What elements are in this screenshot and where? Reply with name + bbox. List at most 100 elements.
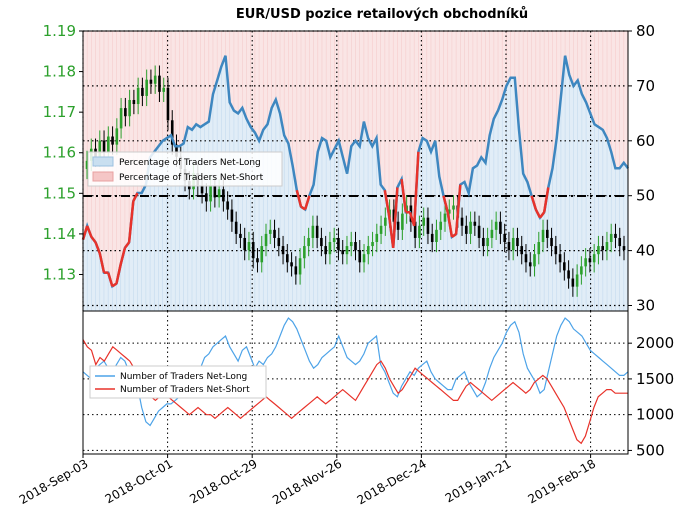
candle-body	[354, 242, 357, 251]
candle-body	[307, 237, 310, 247]
candle	[247, 231, 251, 261]
candle	[588, 248, 592, 273]
candle	[119, 97, 123, 139]
candle	[324, 235, 327, 265]
candle-body	[545, 229, 549, 238]
candle	[354, 231, 357, 261]
candle	[132, 89, 136, 115]
candle	[597, 235, 600, 265]
candle-body	[102, 140, 106, 153]
candle	[273, 219, 276, 249]
candle-body	[141, 87, 144, 96]
candle	[541, 219, 545, 253]
candle-body	[230, 209, 234, 222]
date-axis: 2018-Sep-03 2018-Oct-01 2018-Oct-29 2018-No…	[17, 454, 598, 507]
candle	[162, 77, 166, 103]
candle-body	[320, 237, 323, 247]
count-tick-label: 500	[636, 441, 665, 459]
candle	[580, 256, 583, 285]
candle	[256, 248, 259, 273]
top-legend: Percentage of Traders Net-Long Percentag…	[87, 151, 283, 187]
candle-body	[277, 237, 281, 247]
date-tick-label: 2019-Jan-21	[443, 456, 514, 505]
candle-body	[592, 254, 596, 263]
candle	[239, 223, 242, 249]
candle-body	[379, 225, 383, 234]
candle	[486, 227, 489, 257]
candle	[511, 227, 515, 261]
candle	[614, 223, 617, 249]
candle	[396, 211, 400, 240]
candle-body	[226, 201, 229, 210]
candle-body	[422, 217, 425, 226]
candle	[422, 207, 425, 236]
candle-body	[605, 242, 609, 251]
candle-body	[85, 160, 89, 169]
price-tick-label: 1.17	[43, 103, 76, 121]
candle-body	[158, 75, 161, 92]
percent-axis: 80 70 60 50 40 30	[628, 22, 655, 315]
candle	[469, 211, 472, 245]
candle-body	[588, 258, 592, 263]
price-axis: 1.19 1.18 1.17 1.16 1.15 1.14 1.13	[43, 22, 83, 283]
net-short-legend-label: Percentage of Traders Net-Short	[119, 173, 264, 183]
candle	[537, 231, 541, 265]
candle-body	[477, 225, 481, 238]
candle	[477, 215, 481, 249]
candle-body	[162, 87, 166, 92]
candle	[418, 215, 421, 249]
candle-body	[580, 266, 583, 275]
candle-body	[486, 237, 489, 247]
candle-body	[435, 229, 438, 243]
candle-body	[550, 237, 553, 247]
candle-body	[452, 205, 455, 210]
percent-tick-label: 70	[636, 77, 655, 95]
trader-count-panel: 2000 1500 1000 500 Number of Traders Net-Lo…	[82, 310, 674, 459]
candle-body	[298, 258, 302, 275]
candle-body	[111, 136, 114, 145]
candle-body	[149, 79, 153, 84]
candle-body	[136, 87, 140, 105]
candle-body	[107, 136, 110, 153]
candle	[286, 244, 289, 273]
price-tick-label: 1.19	[43, 22, 76, 40]
candle-body	[494, 221, 498, 230]
candle-body	[443, 213, 447, 222]
percent-tick-label: 50	[636, 187, 655, 205]
candle	[145, 69, 148, 107]
candle-body	[128, 99, 131, 117]
date-tick-label: 2018-Dec-24	[355, 456, 429, 507]
candle	[337, 227, 340, 261]
candle	[533, 244, 536, 277]
candle-body	[622, 246, 626, 251]
candle-body	[460, 217, 464, 226]
net-long-legend-label: Percentage of Traders Net-Long	[119, 158, 261, 168]
candle	[435, 219, 438, 253]
candle	[482, 227, 485, 257]
candle-body	[243, 237, 246, 251]
candle-body	[558, 254, 562, 263]
candle-body	[247, 242, 251, 251]
candle-body	[520, 246, 524, 255]
count-net-short-line	[82, 339, 628, 445]
candle-body	[332, 237, 336, 243]
net-short-legend-swatch	[92, 171, 114, 182]
candle-body	[234, 221, 238, 234]
candle	[524, 244, 528, 273]
candle-body	[256, 258, 259, 263]
candle-body	[175, 144, 178, 157]
candle-body	[396, 221, 400, 230]
candle-body	[366, 246, 370, 255]
candle-body	[281, 246, 285, 255]
candle-body	[571, 278, 575, 287]
date-tick-label: 2018-Oct-29	[187, 456, 259, 506]
candle-body	[524, 254, 528, 263]
candle-body	[528, 262, 532, 267]
candle-body	[115, 128, 119, 145]
candle	[375, 223, 379, 253]
candle-body	[371, 242, 374, 247]
candle	[465, 215, 468, 245]
candle-body	[511, 237, 515, 251]
candle-body	[392, 209, 396, 222]
candle	[328, 231, 332, 265]
